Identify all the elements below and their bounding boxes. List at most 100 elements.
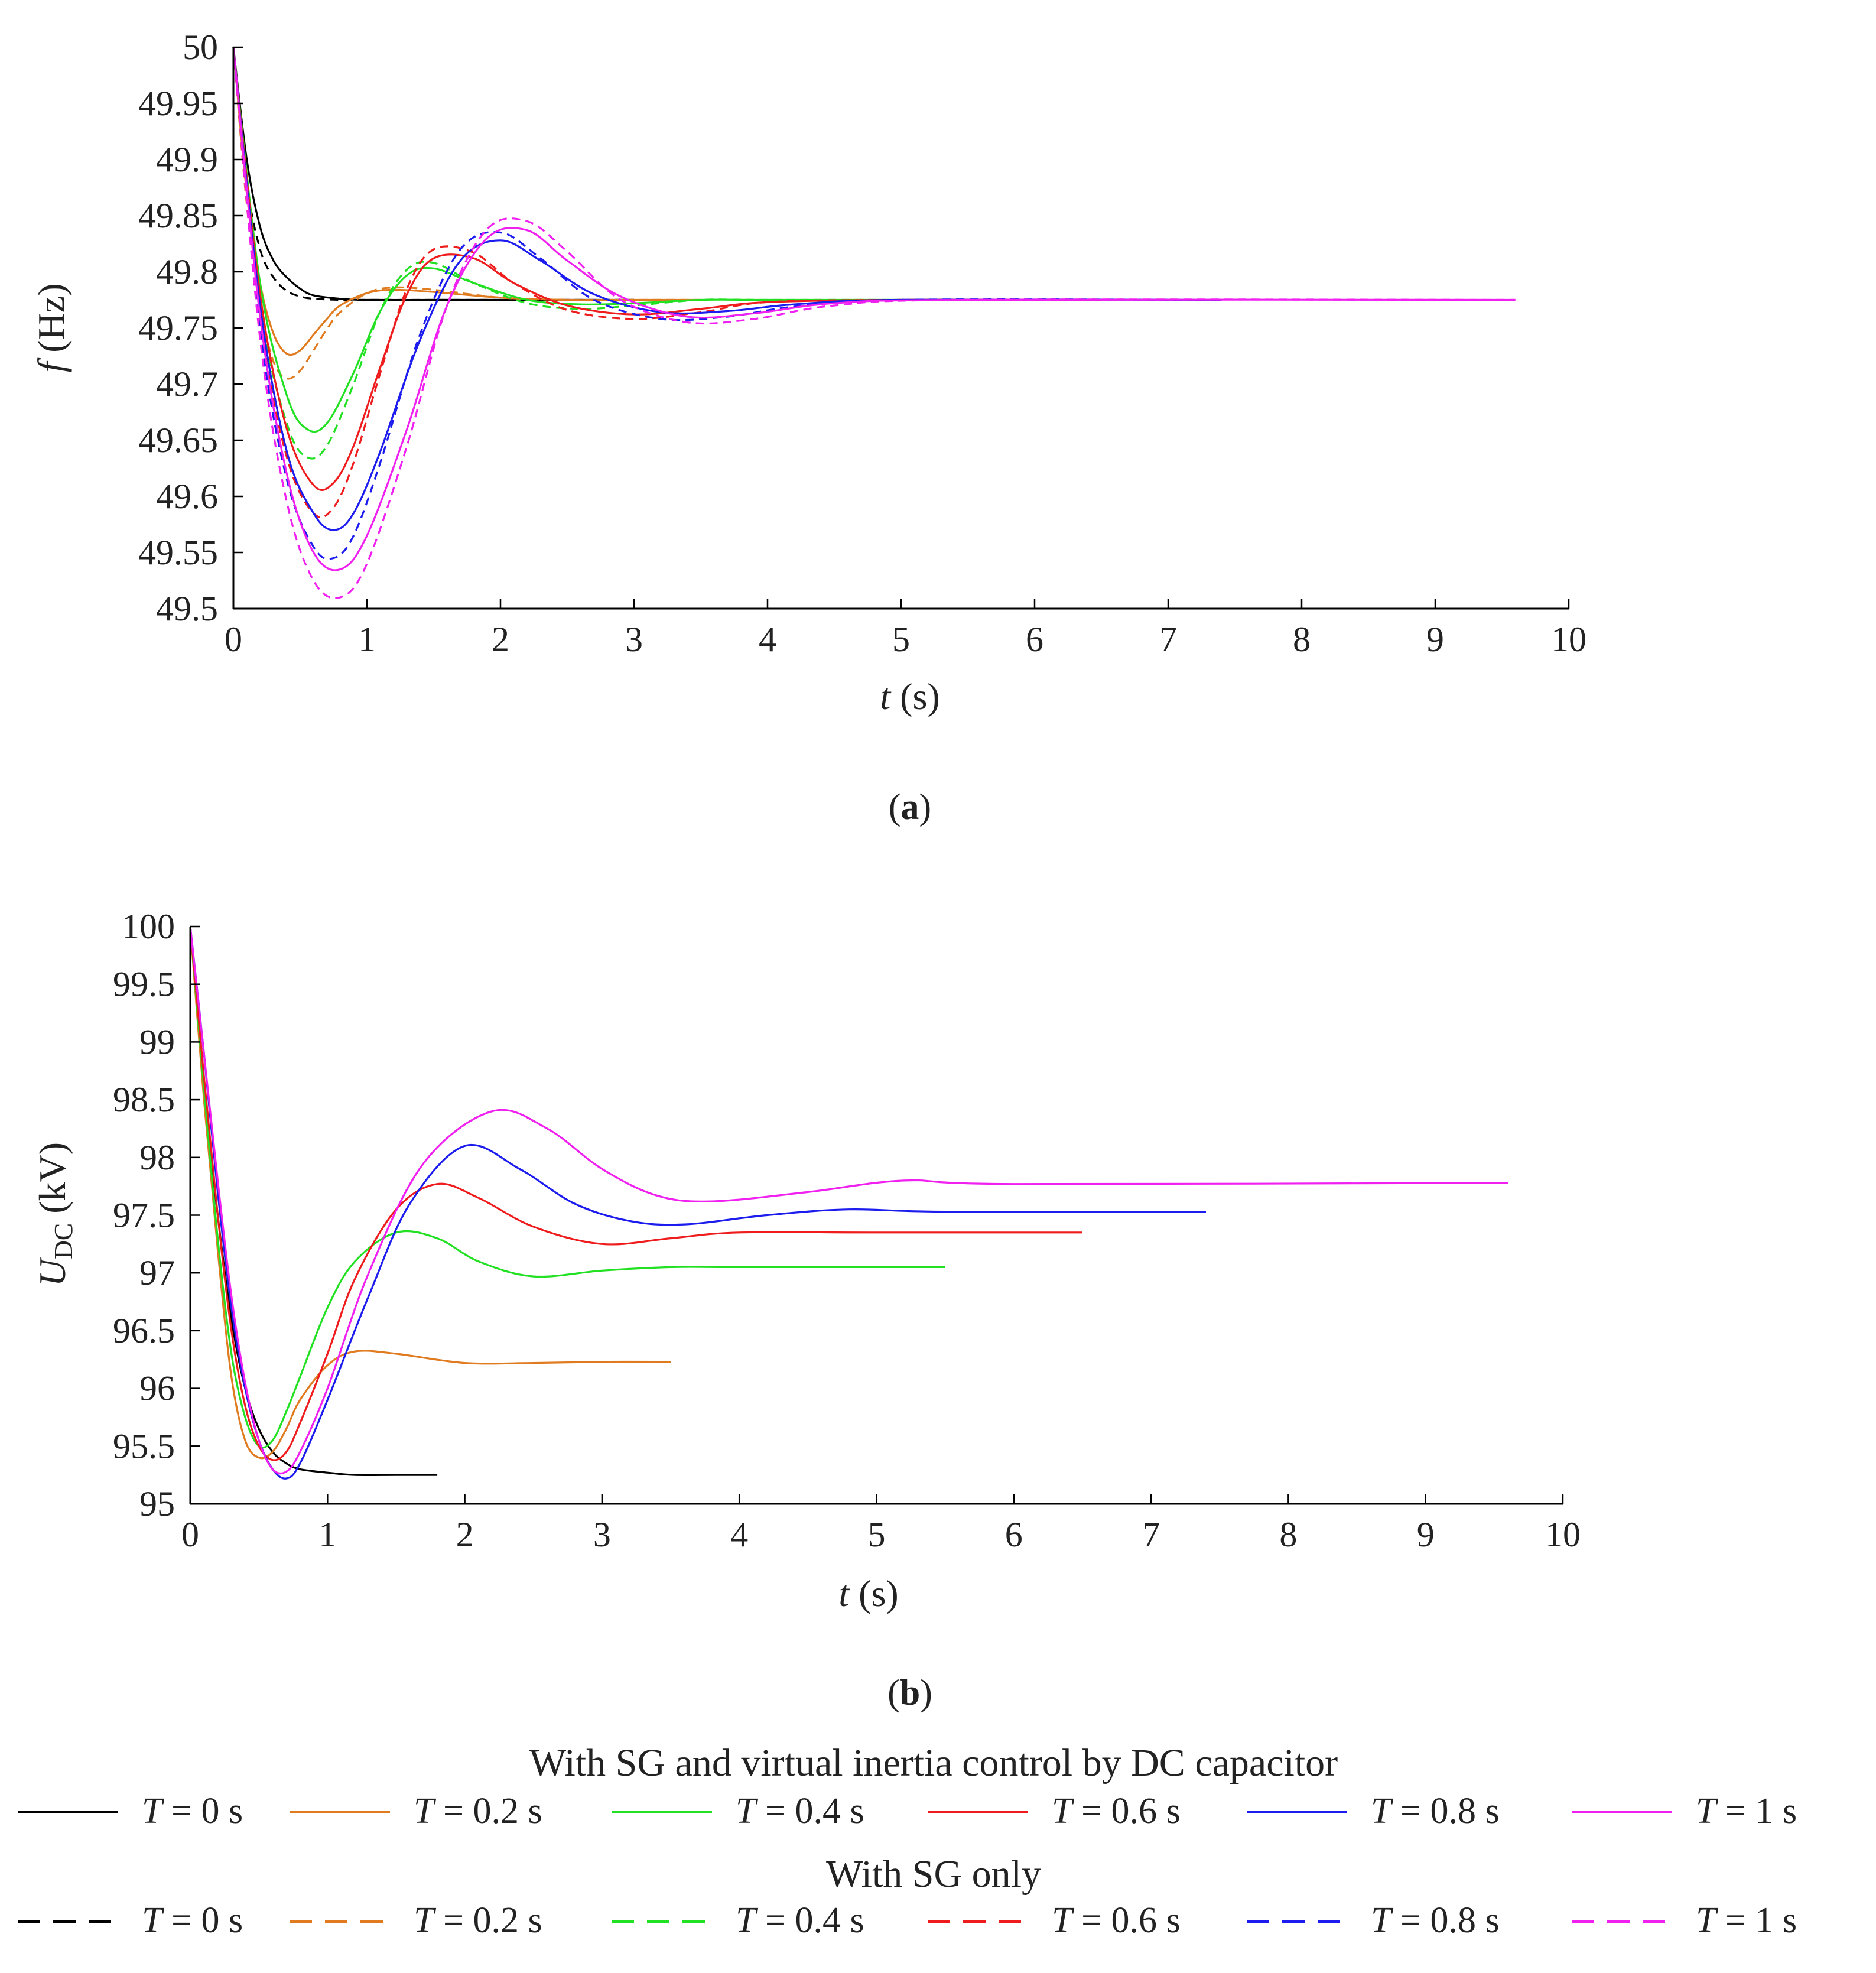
legend-label-value: = 0 s: [162, 1791, 243, 1831]
legend-label-sg-only: T = 0.2 s: [414, 1900, 542, 1941]
frequency-x-tick-label: 3: [625, 620, 643, 659]
frequency-x-tick-label: 0: [225, 620, 242, 659]
legend-label-sg-only: T = 0.4 s: [736, 1900, 864, 1941]
legend: With SG and virtual inertia control by D…: [18, 1741, 1797, 1941]
frequency-y-tick-label: 49.85: [138, 196, 218, 235]
legend-label-sg-only: T = 1 s: [1696, 1900, 1797, 1941]
dc-voltage-y-label-sub: DC: [49, 1223, 78, 1259]
legend-label-value: = 0.4 s: [756, 1900, 864, 1941]
dc-voltage-chart: 0 1 2 3 4 5 6 7 8 9 10 95 95.5 96 96.5 97 97.5 98 98.5 99 99…: [31, 907, 1581, 1713]
legend-title-virtual: With SG and virtual inertia control by D…: [529, 1741, 1338, 1785]
legend-label-var: T: [736, 1900, 759, 1941]
dc-voltage-x-tick-label: 4: [730, 1515, 748, 1554]
frequency-x-label-unit: (s): [890, 675, 940, 717]
panel-label-b: (b): [887, 1673, 932, 1713]
legend-label-var: T: [1371, 1791, 1394, 1831]
frequency-series-group: [232, 47, 1516, 599]
dc-voltage-series-0_4s-solid: [189, 926, 945, 1449]
legend-label-value: = 1 s: [1716, 1900, 1797, 1941]
dc-voltage-y-tick-label: 95: [139, 1484, 175, 1523]
frequency-x-label-var: t: [880, 675, 892, 717]
frequency-axes: 0 1 2 3 4 5 6 7 8 9 10 49.5 49.55 49.6 49.65 49.7 49.75 4…: [138, 28, 1586, 659]
frequency-chart: 0 1 2 3 4 5 6 7 8 9 10 49.5 49.55 49.6 49.65 49.7 49.75 4…: [30, 28, 1586, 827]
frequency-series-0_8s-solid: [232, 47, 1222, 531]
dc-voltage-x-axis-label: t (s): [838, 1572, 898, 1614]
frequency-series-0_4s-dashed: [232, 47, 968, 460]
legend-label-value: = 1 s: [1716, 1791, 1797, 1831]
dc-voltage-y-tick-label: 99.5: [113, 965, 175, 1004]
dc-voltage-x-tick-label: 3: [593, 1515, 611, 1554]
dc-voltage-x-tick-label: 8: [1279, 1515, 1297, 1554]
legend-label-virtual: T = 0.4 s: [736, 1791, 864, 1831]
frequency-series-0_6s-dashed: [232, 47, 1102, 519]
legend-label-value: = 0.6 s: [1072, 1900, 1180, 1941]
dc-voltage-y-tick-label: 97: [139, 1253, 175, 1292]
legend-label-value: = 0.2 s: [434, 1791, 542, 1831]
dc-voltage-y-tick-label: 100: [122, 907, 175, 946]
frequency-series-0_6s-solid: [232, 47, 1102, 491]
dc-voltage-y-label-unit: (kV): [31, 1142, 73, 1223]
dc-voltage-x-tick-label: 0: [181, 1515, 199, 1554]
dc-voltage-x-tick-label: 6: [1005, 1515, 1023, 1554]
dc-voltage-y-tick-label: 96.5: [113, 1311, 175, 1350]
frequency-y-tick-label: 50: [183, 28, 218, 67]
legend-label-value: = 0.8 s: [1391, 1791, 1499, 1831]
frequency-y-tick-label: 49.6: [156, 477, 218, 516]
legend-label-var: T: [142, 1900, 165, 1941]
legend-label-virtual: T = 0.6 s: [1052, 1791, 1181, 1831]
frequency-y-tick-label: 49.75: [138, 308, 218, 347]
frequency-y-tick-label: 49.95: [138, 84, 218, 123]
dc-voltage-series-0_2s-solid: [189, 926, 671, 1460]
dc-voltage-y-tick-label: 96: [139, 1369, 175, 1408]
dc-voltage-y-tick-label: 95.5: [113, 1426, 175, 1465]
dc-voltage-x-tick-label: 10: [1545, 1515, 1581, 1554]
frequency-y-tick-label: 49.7: [156, 365, 218, 404]
dc-voltage-y-tick-label: 98: [139, 1138, 175, 1177]
panel-label-a-letter: a: [901, 787, 919, 827]
legend-label-virtual: T = 1 s: [1696, 1791, 1797, 1831]
legend-label-var: T: [1696, 1791, 1719, 1831]
frequency-x-axis-label: t (s): [880, 675, 939, 717]
frequency-x-tick-label: 9: [1426, 620, 1444, 659]
legend-label-virtual: T = 0.8 s: [1371, 1791, 1500, 1831]
legend-label-value: = 0.8 s: [1391, 1900, 1499, 1941]
legend-label-var: T: [414, 1900, 437, 1941]
frequency-x-tick-label: 6: [1026, 620, 1043, 659]
legend-label-value: = 0.4 s: [756, 1791, 864, 1831]
legend-label-var: T: [1052, 1791, 1075, 1831]
frequency-x-tick-label: 7: [1159, 620, 1177, 659]
frequency-x-tick-label: 2: [492, 620, 509, 659]
legend-label-var: T: [1371, 1900, 1394, 1941]
frequency-x-tick-label: 8: [1293, 620, 1311, 659]
panel-label-b-letter: b: [900, 1673, 920, 1713]
legend-label-sg-only: T = 0.8 s: [1371, 1900, 1500, 1941]
dc-voltage-y-tick-label: 98.5: [113, 1080, 175, 1119]
frequency-y-axis-label: f (Hz): [30, 283, 72, 372]
dc-voltage-series-group: [189, 926, 1508, 1480]
frequency-x-tick-label: 4: [759, 620, 776, 659]
legend-label-var: T: [1696, 1900, 1719, 1941]
dc-voltage-y-tick-label: 97.5: [113, 1196, 175, 1235]
dc-voltage-x-tick-label: 9: [1417, 1515, 1435, 1554]
dc-voltage-x-label-var: t: [838, 1572, 850, 1614]
frequency-y-tick-label: 49.65: [138, 421, 218, 460]
frequency-x-tick-label: 1: [358, 620, 376, 659]
legend-title-sg-only: With SG only: [826, 1852, 1041, 1896]
legend-label-virtual: T = 0.2 s: [414, 1791, 542, 1831]
dc-voltage-axes: 0 1 2 3 4 5 6 7 8 9 10 95 95.5 96 96.5 97 97.5 98 98.5 99 99…: [113, 907, 1581, 1554]
dc-voltage-series-1s-solid: [189, 926, 1508, 1475]
legend-label-var: T: [414, 1791, 437, 1831]
frequency-y-tick-label: 49.55: [138, 533, 218, 572]
legend-label-var: T: [142, 1791, 165, 1831]
frequency-y-label-unit: (Hz): [30, 283, 72, 362]
dc-voltage-y-label-var: U: [31, 1257, 73, 1286]
legend-label-sg-only: T = 0.6 s: [1052, 1900, 1181, 1941]
legend-label-sg-only: T = 0 s: [142, 1900, 243, 1941]
dc-voltage-x-tick-label: 2: [456, 1515, 474, 1554]
dc-voltage-x-tick-label: 5: [868, 1515, 886, 1554]
dc-voltage-y-axis-label: UDC (kV): [31, 1142, 78, 1286]
dc-voltage-y-tick-label: 99: [139, 1022, 175, 1061]
